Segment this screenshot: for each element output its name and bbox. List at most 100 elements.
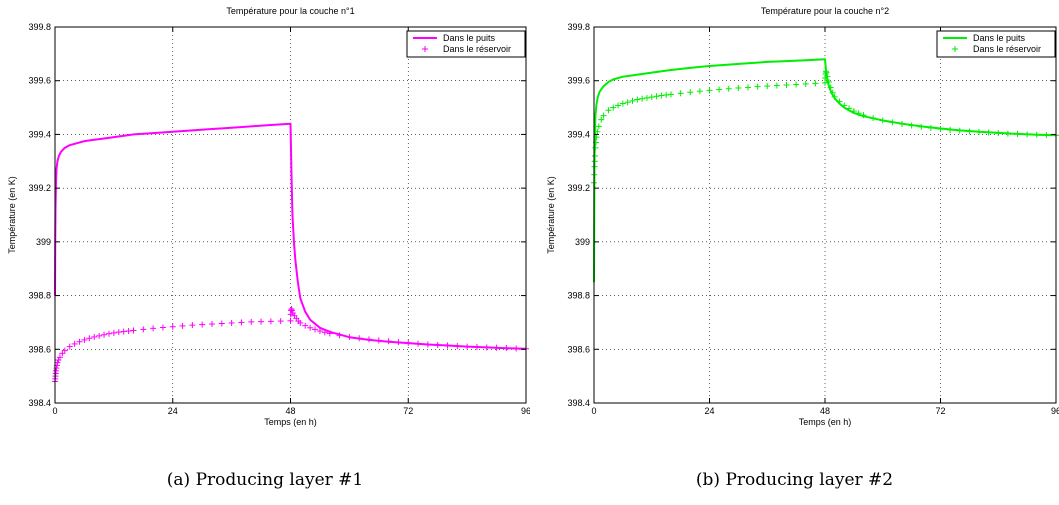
series-point-dans-le-reservoir	[115, 329, 122, 336]
series-point-dans-le-reservoir	[289, 310, 296, 317]
x-tick-label: 48	[820, 406, 830, 416]
series-point-dans-le-reservoir	[850, 108, 857, 115]
series-point-dans-le-reservoir	[238, 319, 245, 326]
series-point-dans-le-reservoir	[86, 335, 93, 342]
legend-box	[936, 30, 1056, 58]
series-point-dans-le-reservoir	[841, 102, 848, 109]
series-point-dans-le-reservoir	[96, 332, 103, 339]
series-point-dans-le-reservoir	[287, 317, 294, 324]
series-point-dans-le-reservoir	[1014, 130, 1021, 137]
series-point-dans-le-reservoir	[870, 115, 877, 122]
series-point-dans-le-reservoir	[375, 337, 382, 344]
series-point-dans-le-reservoir	[321, 329, 328, 336]
series-point-dans-le-reservoir	[395, 339, 402, 346]
x-tick-label: 96	[1051, 406, 1059, 416]
legend-label: Dans le puits	[973, 33, 1026, 43]
series-point-dans-le-reservoir	[595, 123, 602, 130]
series-point-dans-le-reservoir	[179, 322, 186, 329]
series-point-dans-le-reservoir	[277, 318, 284, 325]
series-point-dans-le-reservoir	[823, 69, 830, 76]
series-point-dans-le-reservoir	[140, 326, 147, 333]
series-point-dans-le-reservoir	[629, 97, 636, 104]
x-tick-label: 24	[168, 406, 178, 416]
series-point-dans-le-reservoir	[663, 91, 670, 98]
y-tick-label: 399	[36, 237, 51, 247]
series-point-dans-le-reservoir	[316, 328, 323, 335]
series-point-dans-le-reservoir	[66, 343, 73, 350]
y-tick-label: 398.4	[567, 398, 590, 408]
y-axis-label: Température (en K)	[7, 176, 17, 254]
series-point-dans-le-reservoir	[745, 84, 751, 91]
series-point-dans-le-reservoir	[735, 84, 742, 91]
series-point-dans-le-reservoir	[783, 82, 790, 89]
series-point-dans-le-reservoir	[639, 95, 646, 102]
series-point-dans-le-reservoir	[464, 343, 471, 350]
x-tick-label: 0	[591, 406, 596, 416]
series-point-dans-le-reservoir	[802, 80, 809, 87]
series-point-dans-le-reservoir	[130, 327, 137, 334]
series-point-dans-le-reservoir	[56, 354, 63, 361]
series-point-dans-le-reservoir	[483, 344, 490, 351]
series-point-dans-le-reservoir	[764, 83, 771, 90]
series-point-dans-le-reservoir	[434, 341, 441, 348]
series-point-dans-le-reservoir	[824, 73, 831, 80]
series-point-dans-le-reservoir	[297, 319, 304, 326]
series-point-dans-le-reservoir	[995, 130, 1002, 137]
chart-title: Température pour la couche n°2	[761, 6, 889, 16]
series-point-dans-le-reservoir	[473, 343, 480, 350]
series-point-dans-le-reservoir	[312, 326, 319, 333]
x-tick-label: 48	[285, 406, 295, 416]
series-point-dans-le-reservoir	[927, 124, 934, 131]
series-point-dans-le-reservoir	[831, 93, 838, 100]
legend-label: Dans le réservoir	[443, 44, 511, 54]
series-point-dans-le-reservoir	[169, 323, 176, 330]
series-point-dans-le-reservoir	[668, 91, 674, 98]
series-point-dans-le-reservoir	[591, 158, 598, 165]
series-point-dans-le-reservoir	[209, 321, 215, 328]
series-point-dans-le-reservoir	[937, 126, 944, 133]
series-point-dans-le-reservoir	[336, 332, 343, 339]
series-point-dans-le-reservoir	[846, 105, 853, 112]
temperature-chart-layer-1: 0 24 48 72 96 398.4 398.6 398.8 399 399.2 399.4 399…	[7, 6, 530, 427]
chart-panel-layer-1: 0 24 48 72 96 398.4 398.6 398.8 399 399.2 399.4 399…	[7, 6, 530, 490]
series-point-dans-le-reservoir	[860, 112, 867, 119]
y-tick-label: 399.8	[28, 22, 51, 32]
figure-caption-a: (a) Producing layer #1	[166, 470, 364, 490]
series-point-dans-le-reservoir	[110, 329, 117, 336]
series-point-dans-le-reservoir	[855, 110, 862, 117]
series-point-dans-le-reservoir	[827, 84, 834, 91]
x-tick-label: 0	[52, 406, 57, 416]
legend-label: Dans le réservoir	[973, 44, 1041, 54]
y-tick-label: 398.8	[567, 291, 590, 301]
series-point-dans-le-reservoir	[706, 87, 713, 94]
series-point-dans-le-reservoir	[493, 344, 500, 351]
y-tick-label: 399.8	[567, 22, 590, 32]
series-point-dans-le-reservoir	[61, 347, 68, 354]
series-point-dans-le-reservoir	[288, 307, 295, 314]
x-axis-label: Temps (en h)	[264, 417, 317, 427]
series-point-dans-le-reservoir	[773, 82, 780, 89]
series-point-dans-le-reservoir	[125, 328, 132, 335]
series-point-dans-le-reservoir	[899, 120, 905, 127]
series-point-dans-le-reservoir	[1043, 131, 1050, 138]
series-point-dans-le-reservoir	[424, 341, 431, 348]
series-point-dans-le-reservoir	[829, 89, 836, 96]
x-tick-label: 24	[704, 406, 714, 416]
series-point-dans-le-reservoir	[643, 94, 650, 101]
series-point-dans-le-reservoir	[634, 96, 641, 103]
series-point-dans-le-reservoir	[716, 86, 723, 93]
series-point-dans-le-reservoir	[605, 107, 612, 114]
series-point-dans-le-reservoir	[592, 144, 599, 151]
series-point-dans-le-reservoir	[825, 79, 832, 86]
series-point-dans-le-reservoir	[653, 93, 660, 100]
series-point-dans-le-reservoir	[889, 119, 896, 126]
series-point-dans-le-reservoir	[76, 338, 83, 345]
series-point-dans-le-reservoir	[307, 324, 314, 331]
series-point-dans-le-reservoir	[55, 357, 62, 364]
series-line-dans-le-puits	[54, 122, 527, 350]
series-point-dans-le-reservoir	[947, 126, 954, 133]
series-point-dans-le-reservoir	[966, 128, 973, 135]
y-tick-label: 398.6	[567, 344, 590, 354]
series-point-dans-le-reservoir	[677, 90, 684, 97]
